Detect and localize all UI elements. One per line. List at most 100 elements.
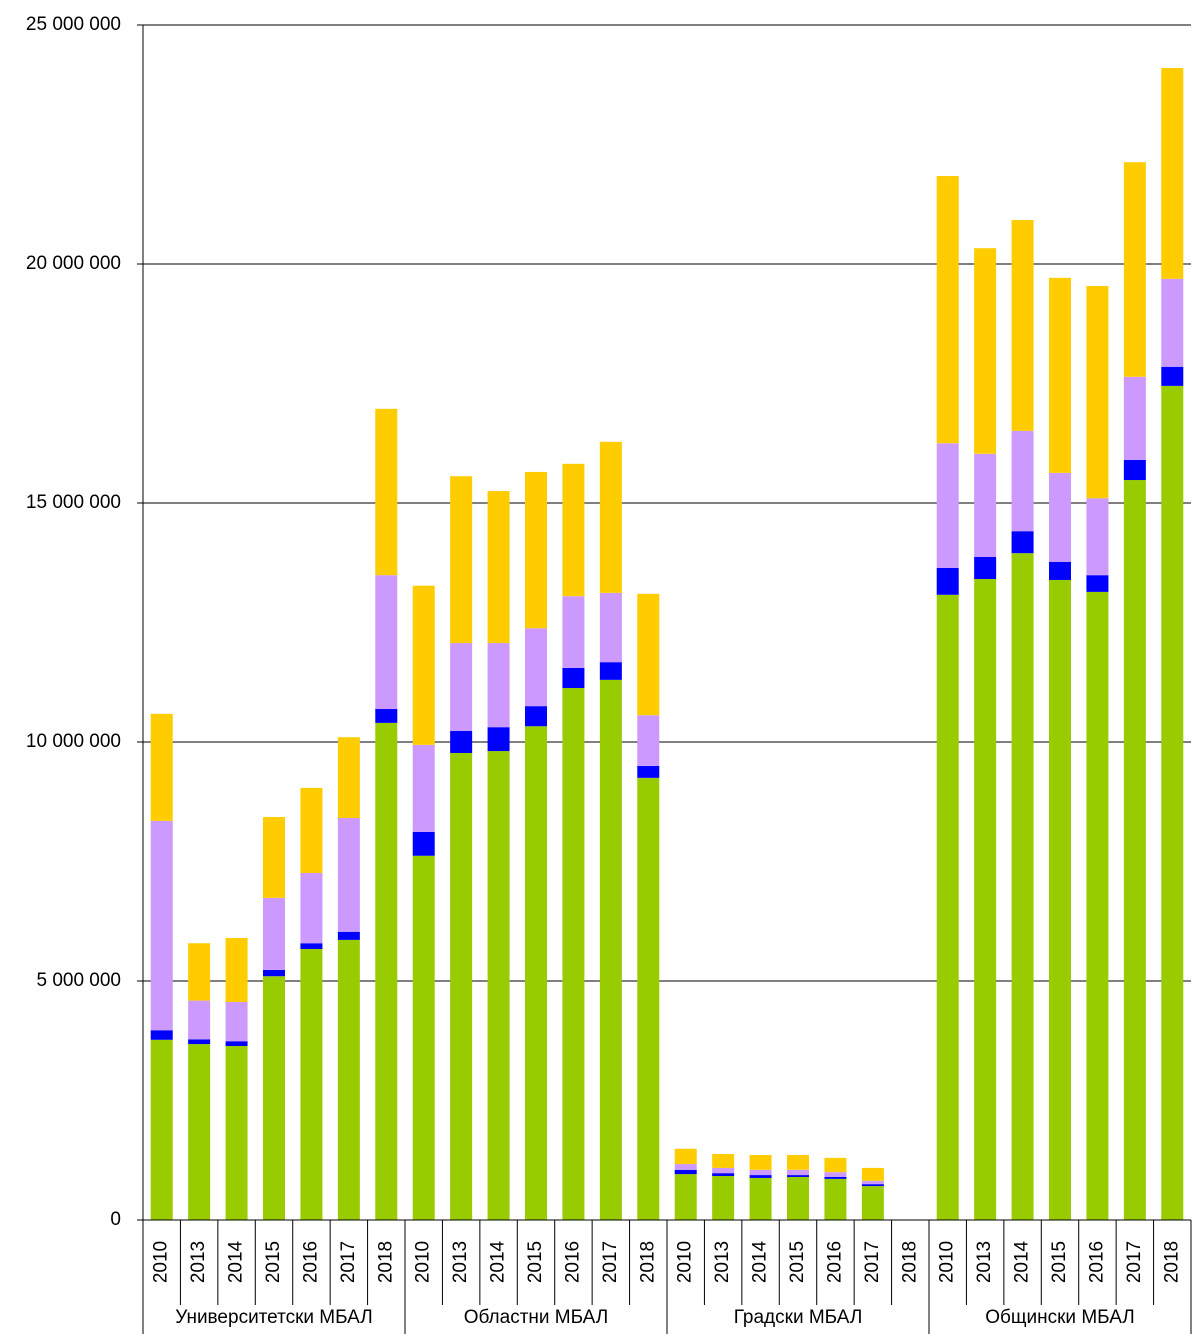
x-tick-label: 2018 <box>375 1241 396 1283</box>
x-tick-label: 2017 <box>862 1241 883 1283</box>
bar-segment <box>188 1000 211 1040</box>
bar-segment <box>150 1030 173 1040</box>
bar-segment <box>337 939 360 1220</box>
bar-segment <box>525 471 547 629</box>
bar-segment <box>188 1039 211 1045</box>
bar-segment <box>861 1180 884 1185</box>
bar-segment <box>487 491 510 644</box>
bar-segment <box>450 752 473 1220</box>
bar-segment <box>936 443 959 569</box>
bar-segment <box>375 709 398 723</box>
x-tick-label: 2013 <box>712 1241 733 1283</box>
bar-segment <box>974 579 997 1220</box>
bar-segment <box>787 1154 809 1170</box>
bar-segment <box>562 687 585 1220</box>
bar-segment <box>525 706 547 727</box>
x-tick-label: 2015 <box>263 1241 284 1283</box>
bar-segment <box>450 643 473 732</box>
x-tick-label: 2018 <box>899 1241 920 1283</box>
bar-segment <box>525 726 547 1220</box>
bar-segment <box>412 831 435 856</box>
group-label: Общински МБАЛ <box>985 1307 1135 1328</box>
bar-segment <box>225 937 248 1003</box>
bar-segment <box>375 575 398 710</box>
bar-segment <box>824 1176 847 1179</box>
bar-segment <box>787 1175 809 1177</box>
bar-segment <box>1011 531 1034 554</box>
y-tick-label: 5 000 000 <box>36 970 121 991</box>
group-label: Градски МБАЛ <box>734 1307 863 1328</box>
bar-segment <box>487 751 510 1220</box>
bar-segment <box>263 970 285 977</box>
x-tick-label: 2015 <box>1049 1241 1070 1283</box>
bar-segment <box>936 176 959 444</box>
bar-segment <box>225 1041 248 1047</box>
x-tick-label: 2016 <box>300 1241 321 1283</box>
bar-segment <box>1049 472 1071 562</box>
x-tick-label: 2018 <box>1161 1241 1182 1283</box>
x-tick-label: 2017 <box>338 1241 359 1283</box>
x-tick-label: 2016 <box>562 1241 583 1283</box>
bar-segment <box>412 744 435 832</box>
x-tick-label: 2017 <box>600 1241 621 1283</box>
bar-segment <box>787 1176 809 1220</box>
group-label: Университетски МБАЛ <box>175 1307 373 1328</box>
bar-segment <box>712 1176 735 1220</box>
bar-segment <box>712 1173 735 1177</box>
y-tick-label: 20 000 000 <box>26 253 121 274</box>
bar-segment <box>375 722 398 1220</box>
x-tick-label: 2014 <box>750 1240 771 1283</box>
x-tick-label: 2016 <box>824 1241 845 1283</box>
x-tick-label: 2013 <box>974 1241 995 1283</box>
bar-segment <box>599 679 622 1220</box>
x-tick-label: 2016 <box>1086 1241 1107 1283</box>
x-tick-label: 2017 <box>1124 1241 1145 1283</box>
bar-segment <box>974 557 997 580</box>
x-tick-label: 2014 <box>226 1240 247 1283</box>
x-tick-label: 2014 <box>488 1240 509 1283</box>
bar-segment <box>749 1154 772 1170</box>
bar-segment <box>150 820 173 1031</box>
bar-segment <box>375 408 398 576</box>
bar-segment <box>412 585 435 745</box>
group-label: Областни МБАЛ <box>464 1307 609 1328</box>
bar-segment <box>300 948 323 1220</box>
bar-segment <box>337 737 360 819</box>
bar-segment <box>637 593 660 716</box>
bar-segment <box>749 1175 772 1178</box>
bar-segment <box>599 441 622 593</box>
bar-segment <box>150 1039 173 1220</box>
bar-segment <box>337 931 360 940</box>
bar-segment <box>749 1169 772 1176</box>
bar-segment <box>1086 591 1109 1220</box>
bar-segment <box>450 731 473 753</box>
bar-segment <box>824 1157 847 1173</box>
bar-segment <box>188 943 211 1001</box>
bar-segment <box>1049 579 1071 1220</box>
bar-segment <box>263 817 285 898</box>
x-tick-label: 2010 <box>675 1241 696 1283</box>
bar-segment <box>861 1186 884 1220</box>
bar-segment <box>1123 162 1146 377</box>
bar-segment <box>637 765 660 778</box>
x-tick-label: 2015 <box>787 1241 808 1283</box>
bar-segment <box>263 897 285 971</box>
bar-segment <box>300 943 323 949</box>
bar-segment <box>263 976 285 1220</box>
bar-segment <box>712 1167 735 1174</box>
x-tick-label: 2013 <box>450 1241 471 1283</box>
bar-segment <box>1161 68 1184 279</box>
bar-segment <box>1011 220 1034 431</box>
bar-segment <box>1161 385 1184 1220</box>
bar-segment <box>936 594 959 1220</box>
bar-segment <box>1011 553 1034 1220</box>
bar-segment <box>450 476 473 644</box>
y-tick-label: 25 000 000 <box>26 14 121 35</box>
bar-segment <box>599 662 622 680</box>
bar-segment <box>225 1046 248 1220</box>
x-tick-label: 2018 <box>637 1241 658 1283</box>
x-tick-label: 2015 <box>525 1241 546 1283</box>
y-tick-label: 0 <box>110 1209 121 1230</box>
bar-segment <box>1049 561 1071 580</box>
